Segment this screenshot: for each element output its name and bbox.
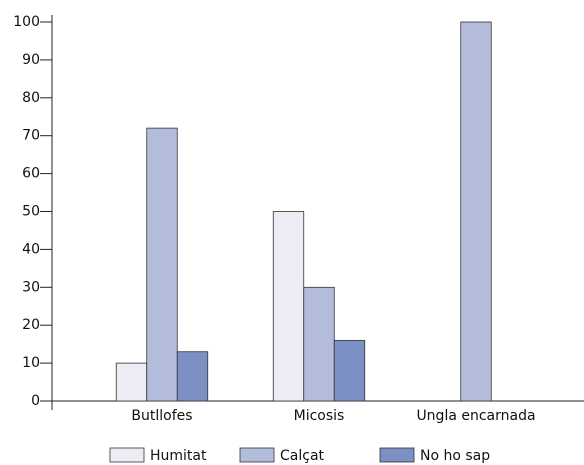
legend-label: No ho sap [420, 448, 490, 464]
x-tick-label: Ungla encarnada [416, 408, 535, 424]
y-tick-label: 90 [22, 52, 40, 68]
y-tick-label: 20 [22, 317, 40, 333]
bar [272, 211, 305, 402]
bar [460, 21, 492, 402]
y-tick-label: 10 [22, 355, 40, 371]
bar [333, 339, 366, 402]
y-tick-label: 40 [22, 241, 40, 257]
x-tick-label: Butllofes [131, 408, 192, 424]
y-tick-label: 80 [22, 90, 40, 106]
bar [176, 351, 209, 402]
y-tick-label: 50 [22, 204, 40, 220]
y-tick-label: 60 [22, 166, 40, 182]
bar [146, 127, 178, 402]
legend-label: Humitat [150, 448, 207, 464]
bar [303, 286, 335, 402]
bar [115, 362, 148, 402]
legend-swatch [379, 447, 415, 463]
y-tick-label: 100 [13, 14, 40, 30]
y-tick-label: 0 [31, 393, 40, 409]
y-tick-label: 70 [22, 128, 40, 144]
x-tick-label: Micosis [294, 408, 345, 424]
legend-swatch [239, 447, 275, 463]
legend-swatch [109, 447, 145, 463]
legend-label: Calçat [280, 448, 325, 464]
y-tick-label: 30 [22, 279, 40, 295]
